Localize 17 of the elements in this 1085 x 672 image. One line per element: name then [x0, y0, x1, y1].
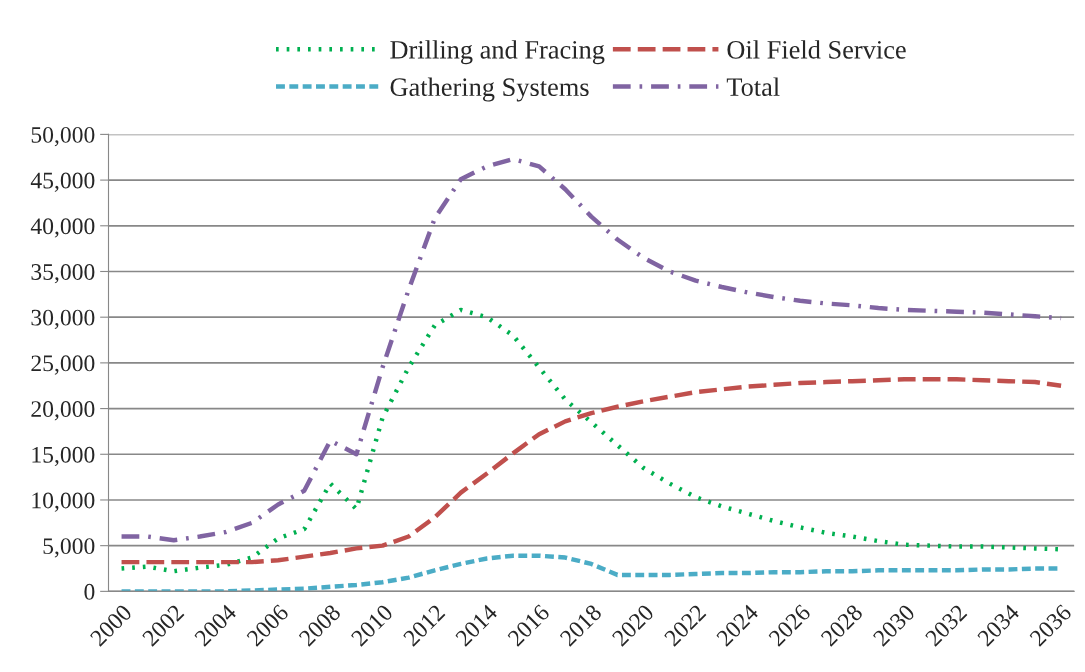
legend-label: Oil Field Service: [727, 40, 906, 59]
line-series: [119, 377, 1064, 565]
y-tick-label: 35,000: [31, 263, 95, 284]
y-tick-label: 30,000: [31, 309, 95, 330]
y-tick-label: 25,000: [31, 355, 95, 375]
y-tick-label: 50,000: [31, 126, 95, 147]
y-tick-label: 40,000: [30, 218, 95, 238]
legend-label: Total: [726, 77, 780, 96]
y-tick-label: 45,000: [30, 172, 95, 192]
legend-label: Gathering Systems: [390, 77, 589, 102]
y-tick-label: 10,000: [32, 492, 95, 512]
line-series: [119, 156, 1064, 543]
y-tick-label: 20,000: [31, 401, 95, 421]
y-tick-label: 5,000: [43, 538, 95, 558]
legend-label: Drilling and Fracing: [390, 40, 605, 65]
y-tick-label: 15,000: [32, 446, 95, 467]
y-tick-label: 0: [84, 583, 95, 600]
